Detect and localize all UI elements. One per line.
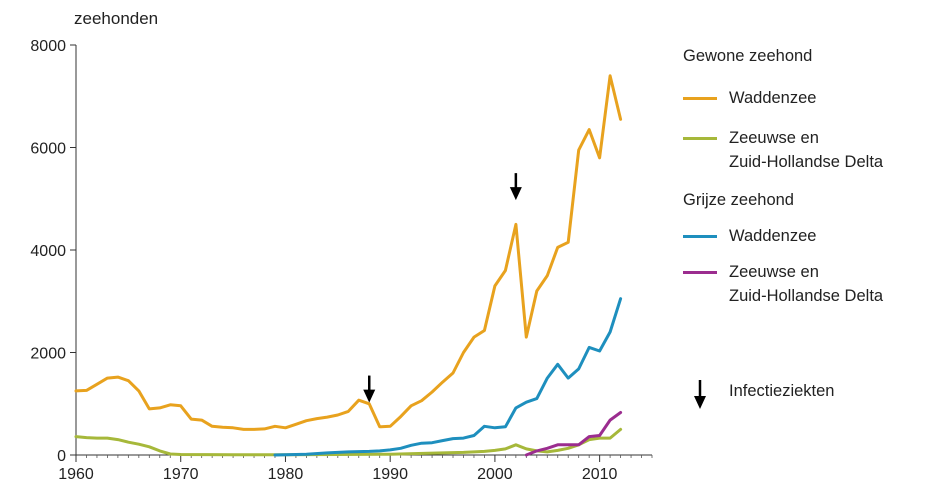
- series-line-gr-wadden: [273, 297, 623, 457]
- y-axis-title: zeehonden: [74, 9, 158, 28]
- legend-item-gewone-waddenzee: Waddenzee: [683, 86, 923, 110]
- legend-item-label: Zeeuwse en Zuid-Hollandse Delta: [729, 263, 884, 305]
- arrow-down-icon: [694, 380, 706, 409]
- legend-group-gewone: Gewone zeehond Waddenzee Zeeuwse en Zuid…: [683, 44, 923, 174]
- legend-swatch: [683, 137, 717, 140]
- legend-item-label: Waddenzee: [729, 89, 817, 107]
- legend-infection-label: Infectieziekten: [729, 382, 835, 400]
- x-tick-label: 2000: [477, 466, 513, 483]
- infection-arrow-icon: [509, 173, 522, 201]
- series-line-gz-wadden: [74, 74, 623, 431]
- legend-item-grijze-delta: Zeeuwse en Zuid-Hollandse Delta: [683, 260, 923, 308]
- legend-item-grijze-waddenzee: Waddenzee: [683, 224, 923, 248]
- x-tick-label: 1960: [58, 466, 94, 483]
- legend-swatch: [683, 271, 717, 274]
- axes-layer: 0 2000 4000 6000 8000 1960 1970 1980 1990 2000 201…: [30, 38, 653, 483]
- x-tick-label: 1990: [372, 466, 408, 483]
- legend-group-title: Grijze zeehond: [683, 191, 794, 209]
- y-tick-label: 2000: [30, 346, 66, 363]
- infection-arrow-icon: [363, 375, 376, 403]
- legend: Gewone zeehond Waddenzee Zeeuwse en Zuid…: [683, 44, 923, 308]
- y-tick-label: 8000: [30, 38, 66, 55]
- series-layer: [74, 74, 623, 457]
- legend-item-infection: Infectieziekten: [683, 380, 835, 409]
- annotation-layer: [363, 173, 522, 403]
- y-tick-label: 0: [57, 448, 66, 465]
- legend-swatch: [683, 97, 717, 100]
- x-tick-label: 1970: [163, 466, 199, 483]
- x-tick-label: 1980: [268, 466, 304, 483]
- legend-group-grijze: Grijze zeehond Waddenzee Zeeuwse en Zuid…: [683, 188, 923, 308]
- legend-swatch: [683, 235, 717, 238]
- legend-item-label: Zeeuwse en Zuid-Hollandse Delta: [729, 129, 884, 171]
- legend-item-gewone-delta: Zeeuwse en Zuid-Hollandse Delta: [683, 126, 923, 174]
- series-line-gr-delta: [524, 411, 623, 457]
- x-tick-label: 2010: [582, 466, 618, 483]
- legend-group-title: Gewone zeehond: [683, 47, 813, 65]
- legend-item-label: Waddenzee: [729, 227, 817, 245]
- series-line-gz-delta: [74, 427, 623, 457]
- y-tick-label: 4000: [30, 243, 66, 260]
- y-tick-label: 6000: [30, 141, 66, 158]
